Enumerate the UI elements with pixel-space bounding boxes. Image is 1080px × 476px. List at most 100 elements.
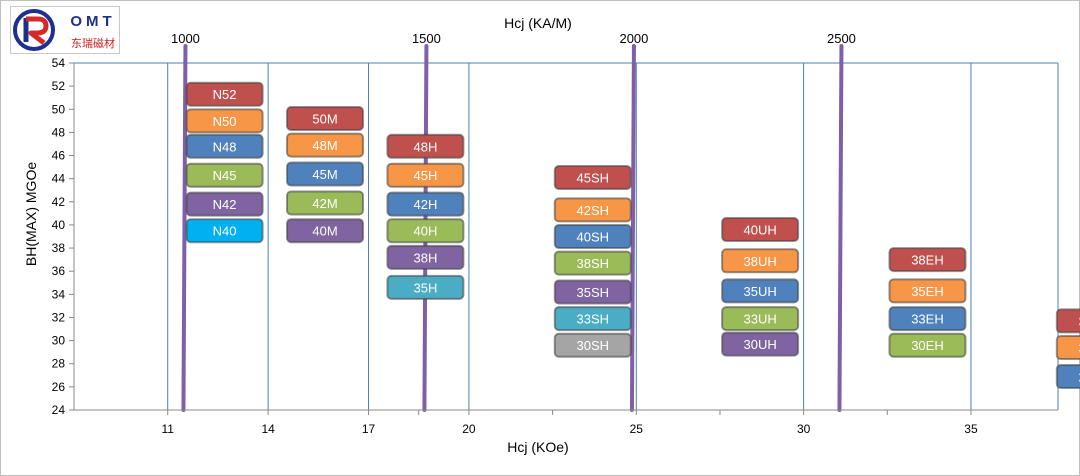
x2-axis-title: Hcj (KA/M) (504, 15, 572, 31)
y-tick-label: 36 (52, 264, 66, 278)
grade-badge-box (553, 279, 632, 305)
grade-badge-box (185, 218, 264, 244)
grade-label: N42 (213, 197, 237, 212)
grade-label: 35SH (577, 285, 610, 300)
grade-label: 40M (312, 224, 337, 239)
grade-label: 35EH (911, 284, 944, 299)
grade-badge-box (888, 306, 967, 332)
grade-badge: 42H (386, 191, 465, 217)
grade-label: 33AH (1079, 314, 1080, 329)
y-tick-label: 34 (52, 287, 66, 301)
y-tick-label: 32 (52, 310, 66, 324)
kam-line-label: 2000 (619, 31, 648, 46)
grade-badge: 35SH (553, 279, 632, 305)
grade-badge-box (721, 217, 800, 243)
grade-badge-box (386, 274, 465, 300)
logo-name: OMT (70, 13, 116, 30)
grade-label: 40SH (577, 230, 610, 245)
grade-label: 45H (413, 168, 437, 183)
grade-badge: 38EH (888, 247, 967, 273)
grade-badges-layer: N52 N50 N48 N45 N42 N40 50M 48M 45M 42M 40M 48H 45H 4… (185, 81, 1080, 389)
grade-label: 42M (312, 196, 337, 211)
grade-label: 42SH (577, 203, 610, 218)
x-tick-label: 35 (964, 422, 978, 436)
x-axis-title: Hcj (KOe) (507, 439, 568, 455)
grade-badge: 30AH (1055, 335, 1080, 361)
grade-label: 38SH (577, 256, 610, 271)
y-tick-label: 28 (52, 357, 66, 371)
x-tick-label: 14 (261, 422, 275, 436)
grade-badge: N40 (185, 218, 264, 244)
grade-badge: 45M (286, 161, 365, 187)
grade-badge: 35UH (721, 278, 800, 304)
grade-badge: 48H (386, 133, 465, 159)
grade-badge-box (185, 108, 264, 134)
grade-badge-box (286, 106, 365, 132)
logo-subtitle: 东瑞磁材 (71, 37, 115, 50)
grade-badge: 38UH (721, 248, 800, 274)
grade-label: 30AH (1079, 341, 1080, 356)
y-tick-label: 26 (52, 380, 66, 394)
grade-badge-box (888, 332, 967, 358)
grade-badge-box (386, 218, 465, 244)
grade-badge: 48M (286, 132, 365, 158)
y-tick-label: 40 (52, 218, 66, 232)
grade-badge-box (386, 133, 465, 159)
x-tick-label: 25 (630, 422, 644, 436)
grade-badge-box (185, 162, 264, 188)
grade-badge: 40H (386, 218, 465, 244)
y-tick-label: 38 (52, 241, 66, 255)
grade-label: 45SH (577, 171, 610, 186)
grade-badge-box (1055, 308, 1080, 334)
grade-label: 33SH (577, 312, 610, 327)
grade-badge-box (553, 250, 632, 276)
grade-label: 45M (312, 167, 337, 182)
grade-label: N50 (213, 114, 237, 129)
grade-badge: 30SH (553, 332, 632, 358)
grade-label: 35H (413, 280, 437, 295)
x-tick-label: 11 (161, 422, 174, 436)
y-axis-title: BH(MAX) MGOe (23, 162, 39, 266)
y-tick-label: 46 (52, 149, 66, 163)
company-logo: OMT 东瑞磁材 (10, 6, 120, 54)
grade-label: 33UH (743, 312, 776, 327)
grade-badge-box (286, 190, 365, 216)
grade-label: N40 (213, 224, 237, 239)
kam-reference-line (837, 44, 844, 412)
grade-badge-box (721, 278, 800, 304)
grade-badge-box (721, 248, 800, 274)
grade-label: 50M (312, 112, 337, 127)
grade-badge: 33UH (721, 306, 800, 332)
grade-label: 48M (312, 138, 337, 153)
grade-badge: 42SH (553, 197, 632, 223)
grade-badge: 33SH (553, 306, 632, 332)
grade-label: 48H (413, 139, 437, 154)
grade-badge: 45H (386, 162, 465, 188)
y-tick-label: 44 (52, 172, 66, 186)
grade-badge-box (553, 197, 632, 223)
grade-label: 33EH (911, 312, 944, 327)
y-tick-label: 42 (52, 195, 66, 209)
grade-label: N45 (213, 168, 237, 183)
grade-badge: N52 (185, 81, 264, 107)
axis-layer: 24 26 28 30 32 34 36 38 40 42 44 46 48 50 52 54 11 14 17 20… (52, 56, 1058, 436)
omt-logo-icon (13, 9, 55, 51)
grade-badge: 30UH (721, 331, 800, 357)
grade-badge: 38H (386, 244, 465, 270)
grade-label: 35UH (743, 284, 776, 299)
grade-badge-box (185, 133, 264, 159)
grade-badge: 38SH (553, 250, 632, 276)
grade-label: 42H (413, 197, 437, 212)
grade-badge: 40SH (553, 224, 632, 249)
grade-badge-box (888, 247, 967, 273)
grade-label: N52 (213, 87, 237, 102)
grade-badge: 33EH (888, 306, 967, 332)
grade-badge-box (721, 331, 800, 357)
y-tick-label: 52 (52, 79, 66, 93)
grade-badge: N42 (185, 191, 264, 217)
grade-badge-box (286, 132, 365, 158)
grade-badge-box (553, 224, 632, 249)
grade-badge-box (286, 161, 365, 187)
grade-badge: 35EH (888, 278, 967, 304)
